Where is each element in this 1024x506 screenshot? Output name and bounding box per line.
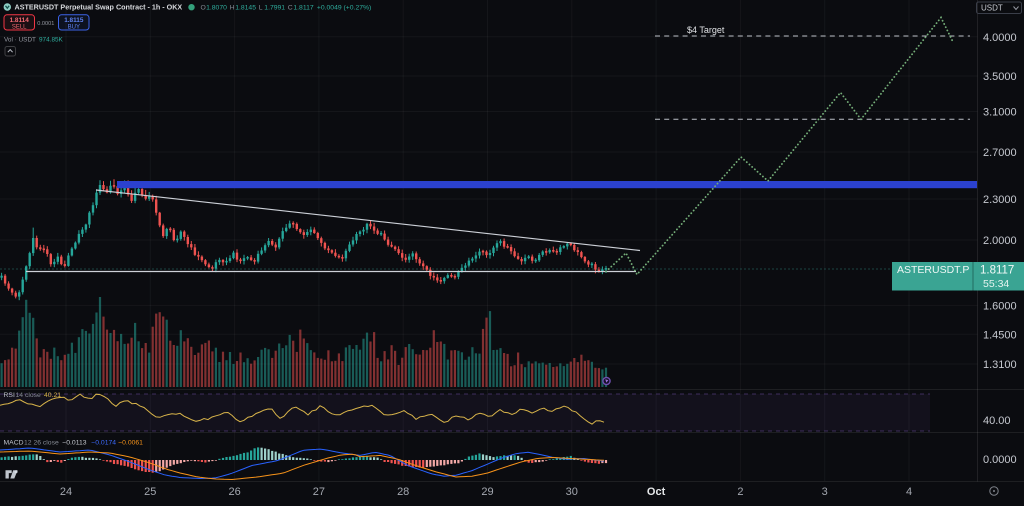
svg-text:1.6000: 1.6000 xyxy=(983,300,1017,312)
svg-text:40.00: 40.00 xyxy=(983,415,1011,427)
svg-text:25: 25 xyxy=(144,486,156,498)
svg-text:14 close: 14 close xyxy=(16,392,42,399)
svg-text:+0.0049 (+0.27%): +0.0049 (+0.27%) xyxy=(317,5,371,12)
svg-text:ASTERUSDT.P: ASTERUSDT.P xyxy=(897,264,969,276)
svg-text:55:34: 55:34 xyxy=(983,278,1009,290)
svg-text:3.5000: 3.5000 xyxy=(983,71,1017,83)
svg-text:0.0001: 0.0001 xyxy=(37,21,54,27)
svg-text:28: 28 xyxy=(397,486,409,498)
svg-text:26: 26 xyxy=(228,486,240,498)
svg-text:SELL: SELL xyxy=(12,24,27,30)
svg-text:C: C xyxy=(288,5,293,12)
svg-text:974.85K: 974.85K xyxy=(39,37,64,44)
svg-text:RSI: RSI xyxy=(4,392,15,399)
svg-text:1.8117: 1.8117 xyxy=(980,265,1014,277)
svg-text:2: 2 xyxy=(737,486,743,498)
svg-text:−0.0061: −0.0061 xyxy=(118,440,143,447)
svg-text:24: 24 xyxy=(60,486,72,498)
svg-text:L: L xyxy=(259,5,263,12)
svg-text:1.8117: 1.8117 xyxy=(293,5,314,12)
svg-text:12 26 close: 12 26 close xyxy=(24,440,59,447)
svg-text:3: 3 xyxy=(822,486,828,498)
svg-text:1.3100: 1.3100 xyxy=(983,359,1017,371)
svg-text:29: 29 xyxy=(481,486,493,498)
svg-text:−0.0113: −0.0113 xyxy=(62,440,86,447)
svg-text:1.8114: 1.8114 xyxy=(10,17,30,24)
svg-text:BUY: BUY xyxy=(68,24,80,30)
svg-text:H: H xyxy=(230,5,235,12)
svg-text:−0.0174: −0.0174 xyxy=(91,440,116,447)
svg-text:Vol · USDT: Vol · USDT xyxy=(4,37,36,44)
svg-text:3.1000: 3.1000 xyxy=(983,107,1017,119)
svg-text:1.8115: 1.8115 xyxy=(64,17,84,24)
svg-text:1.8145: 1.8145 xyxy=(235,5,256,12)
svg-text:MACD: MACD xyxy=(4,440,24,447)
svg-text:4: 4 xyxy=(906,486,912,498)
svg-text:40.21: 40.21 xyxy=(44,392,61,399)
svg-text:1.8070: 1.8070 xyxy=(206,5,227,12)
svg-text:ASTERUSDT Perpetual Swap Contr: ASTERUSDT Perpetual Swap Contract - 1h -… xyxy=(15,3,183,12)
svg-text:27: 27 xyxy=(313,486,325,498)
svg-text:2.0000: 2.0000 xyxy=(983,235,1017,247)
svg-text:2.3000: 2.3000 xyxy=(983,194,1017,206)
svg-text:30: 30 xyxy=(566,486,578,498)
svg-text:O: O xyxy=(201,5,206,12)
svg-text:2.7000: 2.7000 xyxy=(983,147,1017,159)
svg-text:$4 Target: $4 Target xyxy=(687,25,725,35)
svg-text:4.0000: 4.0000 xyxy=(983,32,1017,44)
svg-text:1.7991: 1.7991 xyxy=(264,5,285,12)
svg-text:Oct: Oct xyxy=(647,486,666,498)
svg-text:USDT: USDT xyxy=(981,4,1003,13)
svg-text:0.0000: 0.0000 xyxy=(983,454,1017,466)
svg-text:1.4500: 1.4500 xyxy=(983,329,1017,341)
